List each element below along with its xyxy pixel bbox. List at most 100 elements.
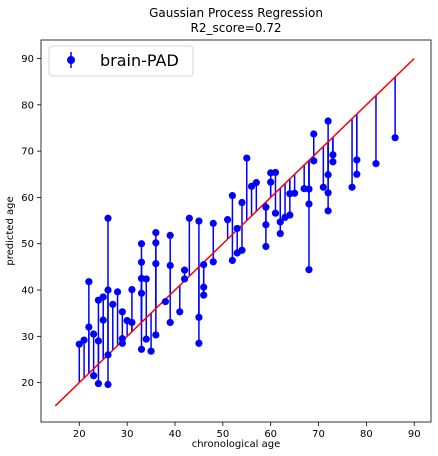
data-point xyxy=(152,260,160,268)
data-points xyxy=(75,117,399,389)
data-point xyxy=(166,318,174,327)
y-tick-label: 30 xyxy=(21,332,34,343)
data-point xyxy=(137,258,146,266)
data-point xyxy=(128,285,136,294)
x-axis-label: chronological age xyxy=(192,439,281,450)
data-point xyxy=(152,331,160,339)
x-tick-label: 60 xyxy=(264,429,277,440)
data-point xyxy=(90,372,98,380)
data-point xyxy=(147,347,155,355)
data-point xyxy=(185,214,193,222)
data-point xyxy=(291,189,299,197)
data-point xyxy=(104,351,112,359)
y-tick-label: 90 xyxy=(21,54,34,65)
data-point xyxy=(324,171,332,179)
data-point xyxy=(195,217,203,225)
identity-line-group xyxy=(54,57,415,407)
data-point xyxy=(276,218,284,226)
data-point xyxy=(329,158,337,166)
data-point xyxy=(113,288,122,296)
data-point xyxy=(262,221,270,229)
data-point xyxy=(137,289,146,297)
data-point xyxy=(267,178,275,186)
x-tick-label: 30 xyxy=(121,429,134,440)
data-point xyxy=(85,278,93,286)
data-point xyxy=(324,207,332,215)
data-point xyxy=(252,179,260,187)
identity-line xyxy=(54,57,415,407)
data-point xyxy=(94,379,103,388)
data-point xyxy=(118,308,126,316)
data-point xyxy=(104,286,112,294)
data-point xyxy=(176,308,184,316)
data-point xyxy=(142,275,150,283)
data-point xyxy=(109,300,117,308)
data-point xyxy=(209,219,217,227)
data-point xyxy=(137,240,146,248)
data-point xyxy=(372,160,380,168)
data-point xyxy=(271,168,280,177)
x-tick-label: 50 xyxy=(216,429,229,440)
chart-title: Gaussian Process Regression xyxy=(149,6,323,20)
data-point xyxy=(200,283,208,291)
error-bars xyxy=(78,77,396,385)
data-point xyxy=(262,203,270,211)
legend-box xyxy=(48,45,194,77)
legend-label: brain-PAD xyxy=(100,51,179,70)
data-point xyxy=(348,183,356,191)
data-point xyxy=(99,293,107,301)
data-point xyxy=(329,151,337,159)
data-point xyxy=(324,117,332,125)
x-tick-label: 70 xyxy=(312,429,325,440)
data-point xyxy=(353,170,361,178)
data-point xyxy=(128,318,136,327)
data-point xyxy=(195,313,203,321)
x-tick-label: 20 xyxy=(73,429,86,440)
data-point xyxy=(195,339,203,347)
chart-subtitle: R2_score=0.72 xyxy=(191,21,282,35)
data-point xyxy=(90,330,98,338)
data-point xyxy=(310,157,318,165)
y-tick-label: 40 xyxy=(21,286,34,297)
x-tick-label: 90 xyxy=(408,429,421,440)
data-point xyxy=(305,185,313,193)
data-point xyxy=(152,239,160,247)
data-point xyxy=(200,291,208,299)
y-tick-label: 80 xyxy=(21,100,34,111)
data-point xyxy=(104,380,112,389)
data-point xyxy=(152,229,160,237)
y-axis-label: predicted age xyxy=(5,196,16,265)
data-point xyxy=(271,209,280,217)
data-point xyxy=(166,261,174,270)
data-point xyxy=(75,340,83,348)
axis-ticks: 20 30 40 50 60 70 80 90 20 30 40 50 60 70 80 90 xyxy=(21,54,420,440)
data-point xyxy=(276,229,284,238)
data-point xyxy=(238,246,246,254)
data-point xyxy=(262,242,270,251)
data-point xyxy=(104,214,112,222)
data-point xyxy=(243,154,251,162)
data-point xyxy=(224,216,232,224)
data-point xyxy=(233,224,241,233)
data-point xyxy=(200,260,208,269)
data-point xyxy=(310,130,318,138)
data-point xyxy=(353,156,361,164)
data-point xyxy=(228,256,237,265)
data-point xyxy=(180,266,189,274)
y-tick-label: 60 xyxy=(21,193,34,204)
data-point xyxy=(286,211,294,219)
data-point xyxy=(80,336,88,344)
y-tick-label: 50 xyxy=(21,239,34,250)
data-point xyxy=(228,191,237,200)
data-point xyxy=(94,337,103,345)
data-point xyxy=(118,339,126,347)
y-tick-label: 20 xyxy=(21,378,34,389)
data-point xyxy=(142,335,150,343)
x-tick-label: 40 xyxy=(169,429,182,440)
data-point xyxy=(209,258,217,266)
data-point xyxy=(166,231,174,239)
data-point xyxy=(391,134,399,142)
data-point xyxy=(180,275,189,283)
y-tick-label: 70 xyxy=(21,147,34,158)
